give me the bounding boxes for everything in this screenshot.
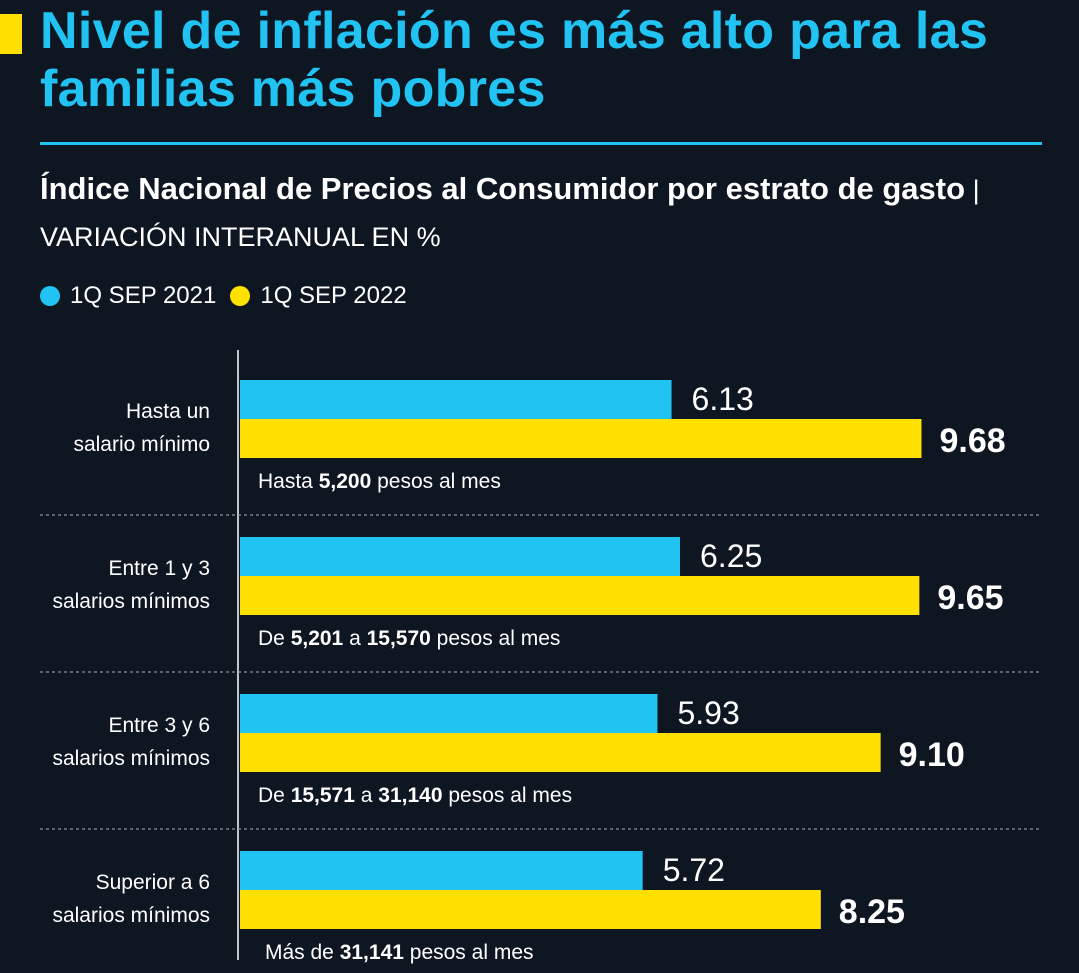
bar-2021 — [240, 537, 680, 576]
legend-dot-2022 — [230, 286, 251, 306]
bar-2022 — [240, 733, 881, 772]
income-text: Hasta — [258, 470, 319, 493]
income-range-note: Hasta 5,200 pesos al mes — [258, 470, 501, 493]
subtitle-separator: | — [965, 175, 980, 205]
data-label-2021: 6.13 — [692, 381, 754, 417]
legend: 1Q SEP 2021 1Q SEP 2022 — [40, 281, 421, 311]
income-value: 5,200 — [319, 470, 372, 493]
income-value: 15,571 — [291, 784, 356, 807]
subtitle-strong: Índice Nacional de Precios al Consumidor… — [40, 171, 966, 206]
bar-chart: Hasta un salario mínimo 6.13 9.68 Hasta 5,20… — [40, 350, 1042, 964]
title-divider — [40, 142, 1042, 145]
income-range-note: De 5,201 a 15,570 pesos al mes — [258, 627, 560, 650]
data-label-2021: 6.25 — [700, 538, 762, 574]
bar-2021 — [240, 380, 672, 419]
bar-2022 — [240, 890, 821, 929]
income-value: 5,201 — [291, 627, 344, 650]
income-range-note: Más de 31,141 pesos al mes — [265, 941, 534, 964]
legend-item-2021: 1Q SEP 2021 — [40, 282, 216, 310]
data-label-2022: 9.65 — [937, 579, 1003, 617]
bar-2021 — [240, 694, 658, 733]
bar-2022 — [240, 576, 920, 615]
category-label: Entre 1 y 3 salarios mínimos — [52, 557, 210, 613]
title-accent-mark — [0, 14, 22, 54]
category-label-line: Hasta un — [126, 400, 210, 423]
category-label-line: salarios mínimos — [52, 590, 210, 613]
category-label-line: salarios mínimos — [52, 747, 210, 770]
data-label-2021: 5.93 — [677, 695, 739, 731]
category-label-line: Entre 3 y 6 — [108, 714, 210, 737]
data-label-2021: 5.72 — [663, 852, 725, 888]
income-range-note: De 15,571 a 31,140 pesos al mes — [258, 784, 572, 807]
legend-label-2021: 1Q SEP 2021 — [70, 282, 217, 309]
category-label-line: Superior a 6 — [96, 871, 210, 894]
bar-2022 — [240, 419, 922, 458]
income-value: 31,140 — [378, 784, 442, 807]
category-label: Superior a 6 salarios mínimos — [52, 871, 210, 927]
category-label: Hasta un salario mínimo — [73, 400, 210, 456]
income-text: De — [258, 784, 291, 807]
income-text: De — [258, 627, 291, 650]
data-label-2022: 9.10 — [899, 736, 965, 774]
data-label-2022: 9.68 — [939, 422, 1005, 460]
subtitle-light: VARIACIÓN INTERANUAL EN % — [40, 222, 441, 252]
income-value: 15,570 — [367, 627, 431, 650]
legend-dot-2021 — [40, 286, 60, 306]
category-label-line: salario mínimo — [73, 433, 210, 456]
page-title: Nivel de inflación es más alto para las … — [40, 2, 989, 118]
category-label-line: Entre 1 y 3 — [108, 557, 210, 580]
income-text: pesos al mes — [443, 784, 573, 807]
data-label-2022: 8.25 — [839, 893, 905, 931]
income-text: pesos al mes — [404, 941, 534, 964]
income-text: Más de — [265, 941, 340, 964]
income-text: pesos al mes — [431, 627, 561, 650]
income-text: a — [355, 784, 378, 807]
chart-subtitle: Índice Nacional de Precios al Consumidor… — [40, 166, 1060, 260]
category-label-line: salarios mínimos — [52, 904, 210, 927]
bar-2021 — [240, 851, 643, 890]
category-label: Entre 3 y 6 salarios mínimos — [52, 714, 210, 770]
income-text: pesos al mes — [371, 470, 501, 493]
legend-item-2022: 1Q SEP 2022 — [230, 282, 407, 310]
income-text: a — [343, 627, 366, 650]
income-value: 31,141 — [340, 941, 405, 964]
legend-label-2022: 1Q SEP 2022 — [260, 282, 407, 309]
